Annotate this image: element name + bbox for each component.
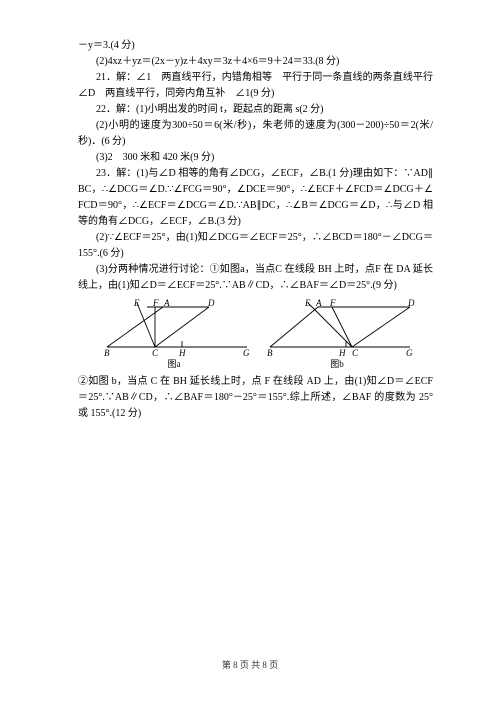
svg-text:F: F [152, 298, 159, 308]
line-5: (2)小明的速度为300÷50＝6(米/秒)，朱老师的速度为(300－200)÷… [78, 118, 433, 150]
line-4: 22．解：(1)小明出发的时间 t，距起点的距离 s(2 分) [78, 102, 433, 118]
line-10: ②如图 b，当点 C 在 BH 延长线上时，点 F 在线段 AD 上，由(1)知… [78, 374, 433, 422]
svg-text:G: G [406, 348, 413, 357]
page-content: －y＝3.(4 分) (2)4xz＋yz＝(2x－y)z＋4xy＝3z＋4×6＝… [78, 38, 433, 422]
svg-text:B: B [104, 348, 110, 357]
line-2: (2)4xz＋yz＝(2x－y)z＋4xy＝3z＋4×6＝9＋24＝33.(8 … [78, 54, 433, 70]
page-footer: 第 8 页 共 8 页 [0, 658, 500, 672]
figure-a: E F A D B C H G 图a [97, 297, 252, 371]
svg-text:D: D [407, 298, 415, 308]
line-8: (2)∵∠ECF＝25°，由(1)知∠DCG＝∠ECF＝25°，∴∠BCD＝18… [78, 230, 433, 262]
svg-text:B: B [267, 348, 273, 357]
figures-row: E F A D B C H G 图a [78, 297, 433, 371]
figure-b-caption: 图b [330, 357, 344, 371]
svg-text:H: H [178, 348, 186, 357]
line-6: (3)2 300 米和 420 米(9 分) [78, 150, 433, 166]
svg-text:A: A [315, 298, 322, 308]
svg-text:H: H [338, 348, 346, 357]
line-9: (3)分两种情况进行讨论：①如图a，当点C 在线段 BH 上时，点F 在 DA … [78, 262, 433, 294]
figure-b: E A F D B H C G 图b [260, 297, 415, 371]
svg-text:F: F [329, 298, 336, 308]
svg-text:G: G [243, 348, 250, 357]
svg-text:C: C [352, 348, 359, 357]
figure-a-caption: 图a [168, 357, 181, 371]
svg-text:A: A [163, 298, 170, 308]
svg-text:C: C [152, 348, 159, 357]
svg-text:D: D [207, 298, 215, 308]
line-3: 21．解：∠1 两直线平行，内错角相等 平行于同一条直线的两条直线平行 ∠D 两… [78, 70, 433, 102]
svg-text:E: E [133, 298, 140, 308]
svg-text:E: E [304, 298, 311, 308]
line-7: 23．解：(1)与∠D 相等的角有∠DCG，∠ECF，∠B.(1 分)理由如下：… [78, 166, 433, 230]
line-1: －y＝3.(4 分) [78, 38, 433, 54]
